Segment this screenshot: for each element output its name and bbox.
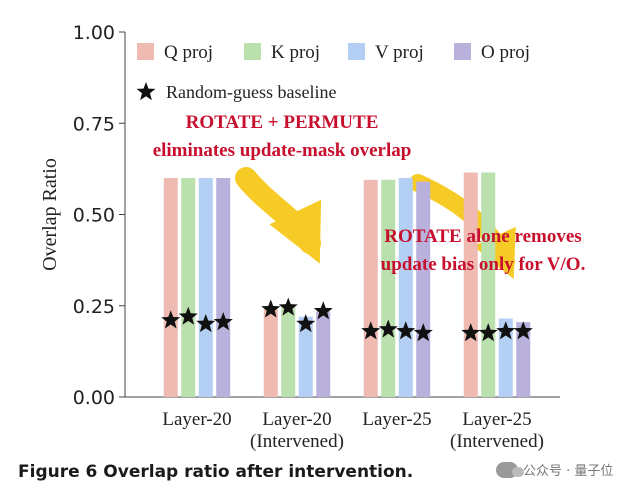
baseline-star: [513, 321, 533, 340]
bar-k-proj: [181, 178, 196, 397]
baseline-star: [361, 321, 381, 340]
legend-swatch: [454, 43, 471, 60]
baseline-star: [261, 299, 281, 318]
bar-k-proj: [281, 307, 296, 397]
x-tick-label: (Intervened): [250, 431, 344, 452]
bar-q-proj: [363, 179, 378, 397]
x-tick-label: Layer-20: [262, 409, 331, 430]
baseline-star: [413, 323, 433, 342]
bar-v-proj: [298, 316, 313, 397]
x-tick-label: Layer-25: [462, 409, 531, 430]
watermark: 公众号 · 量子位: [496, 460, 613, 479]
bar-v-proj: [198, 178, 213, 397]
x-tick-label: Layer-20: [162, 409, 231, 430]
bar-k-proj: [481, 172, 496, 397]
baseline-star: [313, 301, 333, 320]
legend-label: Random-guess baseline: [166, 82, 336, 102]
bar-o-proj: [416, 181, 431, 397]
x-tick-labels: Layer-20 Layer-20(Intervened)Layer-25 Laye…: [162, 409, 544, 452]
legend-label: Q proj: [164, 42, 213, 63]
bar-q-proj: [463, 172, 478, 397]
legend-swatch: [244, 43, 261, 60]
legend-label: O proj: [481, 42, 530, 63]
bars: [163, 172, 531, 397]
baseline-star: [378, 319, 398, 338]
overlap-ratio-chart: 0.00 0.25 0.50 0.75 1.00 Overlap Ratio Layer-…: [39, 22, 586, 452]
bar-v-proj: [398, 178, 413, 397]
bar-k-proj: [381, 179, 396, 397]
bar-q-proj: [163, 178, 178, 397]
legend-label: V proj: [375, 42, 424, 63]
y-tick-label: 0.50: [73, 205, 115, 227]
annotations: ROTATE + PERMUTE eliminates update-mask o…: [153, 112, 586, 275]
figure-caption: Figure 6 Overlap ratio after interventio…: [18, 462, 414, 482]
legend-star: [136, 82, 156, 101]
baseline-star: [178, 306, 198, 325]
y-tick-label: 0.00: [73, 387, 115, 409]
x-tick-label: Layer-25: [362, 409, 431, 430]
baseline-star: [278, 297, 298, 316]
bar-o-proj: [516, 322, 531, 397]
legend-label: K proj: [271, 42, 320, 63]
x-tick-label: (Intervened): [450, 431, 544, 452]
annotation-text: eliminates update-mask overlap: [153, 140, 412, 161]
baseline-star: [396, 321, 416, 340]
y-tick-label: 1.00: [73, 22, 115, 44]
baseline-star: [213, 312, 233, 331]
baseline-star: [196, 314, 216, 333]
baseline-star: [161, 310, 181, 329]
legend-swatch: [348, 43, 365, 60]
annotation-text: ROTATE + PERMUTE: [186, 112, 379, 133]
y-axis-label: Overlap Ratio: [39, 158, 61, 271]
baseline-star: [461, 323, 481, 342]
annotation-text: update bias only for V/O.: [381, 254, 586, 275]
wechat-icon: [496, 461, 524, 478]
baseline-stars: [161, 297, 533, 342]
axes: 0.00 0.25 0.50 0.75 1.00 Overlap Ratio: [39, 22, 560, 409]
bar-q-proj: [263, 309, 278, 397]
bar-o-proj: [216, 178, 231, 397]
y-tick-label: 0.75: [73, 113, 115, 135]
legend: Q proj K proj V proj O proj Random-guess bas…: [136, 42, 530, 102]
baseline-star: [496, 321, 516, 340]
bar-o-proj: [316, 311, 331, 397]
baseline-star: [296, 314, 316, 333]
baseline-star: [478, 323, 498, 342]
legend-swatch: [137, 43, 154, 60]
y-tick-label: 0.25: [73, 296, 115, 318]
annotation-text: ROTATE alone removes: [384, 226, 581, 247]
bar-v-proj: [498, 318, 513, 397]
watermark-text: 公众号 · 量子位: [523, 464, 614, 479]
annotation-arrow-1: [235, 167, 322, 264]
